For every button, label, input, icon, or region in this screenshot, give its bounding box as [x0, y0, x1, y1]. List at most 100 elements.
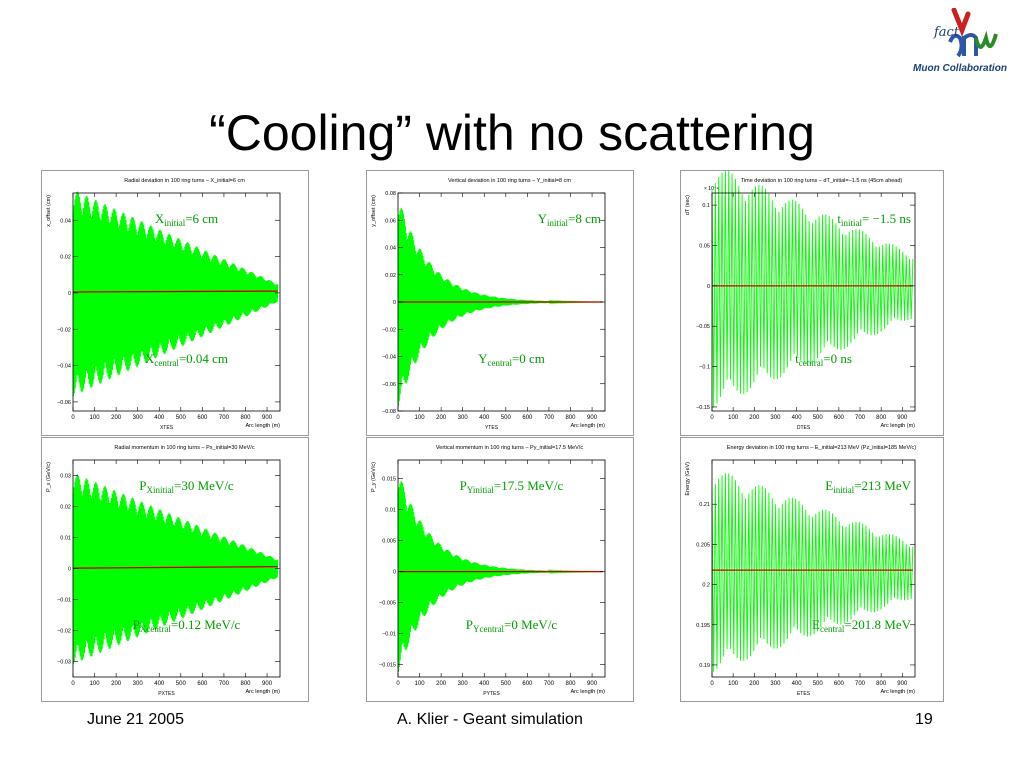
y-axis-label: dT (sec) — [685, 195, 691, 215]
chart-panel-vertical-deviation: Vertical deviation in 100 ring turns – Y… — [366, 170, 634, 436]
histogram-name: YTES — [485, 425, 499, 431]
x-tick-label: 600 — [197, 681, 208, 687]
x-tick-label: 0 — [71, 681, 75, 687]
annotation-subscript: central — [799, 358, 824, 368]
x-tick-label: 600 — [834, 681, 845, 687]
y-tick-label: 0 — [707, 284, 710, 290]
chart-title: Vertical momentum in 100 ring turns – Py… — [436, 445, 583, 451]
histogram-name: XTES — [160, 425, 174, 431]
y-tick-label: 0.005 — [382, 539, 396, 545]
footer-author: A. Klier - Geant simulation — [397, 711, 583, 728]
y-tick-label: 0.1 — [702, 203, 710, 209]
y-tick-label: 0.01 — [60, 536, 71, 542]
x-tick-label: 900 — [262, 415, 273, 421]
x-tick-label: 300 — [458, 415, 469, 421]
x-tick-label: 400 — [479, 681, 490, 687]
x-axis-label: Arc length (m) — [570, 423, 605, 429]
annotation-base: Y — [538, 211, 548, 226]
x-tick-label: 0 — [710, 681, 714, 687]
logo-text: Muon Collaboration — [913, 63, 1007, 74]
x-tick-label: 200 — [749, 415, 760, 421]
chart-title: Radial deviation in 100 ring turns – X_i… — [124, 178, 245, 184]
y-tick-label: 0.195 — [696, 623, 710, 629]
annotation-value: =0 cm — [512, 351, 545, 366]
value-annotation: tcentral=0 ns — [795, 351, 852, 368]
y-tick-label: 0.08 — [385, 191, 396, 197]
annotation-value: =30 MeV/c — [174, 478, 234, 493]
y-axis-label: Energy (GeV) — [685, 462, 691, 496]
y-tick-label: −0.015 — [379, 663, 396, 669]
chart-panel-radial-momentum: Radial momentum in 100 ring turns – Px_i… — [41, 437, 309, 702]
x-axis-label: Arc length (m) — [245, 423, 280, 429]
oscillation-series — [397, 208, 604, 407]
value-annotation: Xcentral=0.04 cm — [145, 351, 228, 368]
x-tick-label: 700 — [544, 415, 555, 421]
footer-date: June 21 2005 — [87, 711, 184, 728]
annotation-value: =6 cm — [185, 211, 218, 226]
y-axis-label: x_offset (cm) — [46, 195, 52, 227]
annotation-subscript: Ycentral — [473, 624, 504, 634]
x-tick-label: 400 — [479, 415, 490, 421]
value-annotation: PYcentral=0 MeV/c — [466, 617, 558, 634]
x-tick-label: 0 — [710, 415, 714, 421]
x-tick-label: 700 — [219, 415, 230, 421]
value-annotation: PXcentral=0.12 MeV/c — [133, 617, 241, 634]
x-tick-label: 500 — [501, 415, 512, 421]
x-tick-label: 600 — [522, 415, 533, 421]
value-annotation: Xinitial=6 cm — [155, 211, 218, 228]
x-tick-label: 700 — [544, 681, 555, 687]
annotation-value: =201.8 MeV — [844, 617, 911, 632]
y-tick-label: 0.02 — [385, 273, 396, 279]
y-tick-label: −0.02 — [57, 327, 71, 333]
y-tick-label: 0 — [393, 300, 396, 306]
y-tick-label: 0.21 — [699, 502, 710, 508]
x-tick-label: 800 — [876, 681, 887, 687]
histogram-name: DTES — [797, 425, 811, 431]
x-tick-label: 900 — [897, 681, 908, 687]
annotation-base: P — [133, 617, 140, 632]
x-axis-label: Arc length (m) — [245, 689, 280, 695]
x-tick-label: 800 — [240, 681, 251, 687]
x-tick-label: 100 — [90, 681, 101, 687]
oscillation-series — [711, 473, 914, 673]
x-tick-label: 800 — [565, 681, 576, 687]
vertical-deviation-chart: Vertical deviation in 100 ring turns – Y… — [371, 178, 606, 431]
y-tick-label: 0.205 — [696, 542, 710, 548]
annotation-subscript: central — [154, 358, 179, 368]
x-axis-label: Arc length (m) — [880, 689, 915, 695]
y-axis-label: y_offset (cm) — [371, 195, 377, 227]
slide-title: “Cooling” with no scattering — [209, 105, 815, 161]
x-tick-label: 100 — [415, 415, 426, 421]
y-tick-label: −0.05 — [696, 324, 710, 330]
x-tick-label: 300 — [133, 415, 144, 421]
annotation-subscript: initial — [841, 218, 862, 228]
y-tick-label: 0.04 — [60, 218, 71, 224]
x-tick-label: 300 — [458, 681, 469, 687]
y-tick-label: 0 — [68, 567, 71, 573]
x-tick-label: 500 — [813, 415, 824, 421]
y-scale-label: × 10⁻⁹ — [704, 186, 719, 192]
x-tick-label: 200 — [749, 681, 760, 687]
y-tick-label: −0.005 — [379, 601, 396, 607]
annotation-value: =213 MeV — [854, 478, 911, 493]
x-tick-label: 500 — [501, 681, 512, 687]
logo-mark-text: fact — [933, 25, 960, 40]
central-series — [72, 565, 278, 569]
x-tick-label: 400 — [792, 415, 803, 421]
x-tick-label: 0 — [396, 681, 400, 687]
value-annotation: PXinitial=30 MeV/c — [139, 478, 234, 495]
y-tick-label: −0.01 — [57, 598, 71, 604]
energy-deviation-chart: Energy deviation in 100 ring turns – E_i… — [685, 445, 916, 697]
chart-panel-radial-deviation: Radial deviation in 100 ring turns – X_i… — [41, 170, 309, 436]
annotation-base: X — [155, 211, 165, 226]
x-tick-label: 500 — [176, 415, 187, 421]
chart-panel-time-deviation: Time deviation in 100 ring turns – dT_in… — [680, 170, 944, 436]
annotation-subscript: central — [820, 624, 845, 634]
annotation-value: =8 cm — [568, 211, 601, 226]
time-deviation-chart: Time deviation in 100 ring turns – dT_in… — [685, 171, 916, 431]
y-tick-label: 0 — [68, 291, 71, 297]
x-tick-label: 200 — [111, 415, 122, 421]
value-annotation: Einitial=213 MeV — [825, 478, 911, 495]
y-tick-label: 0.2 — [702, 583, 710, 589]
oscillation-series — [72, 474, 279, 665]
